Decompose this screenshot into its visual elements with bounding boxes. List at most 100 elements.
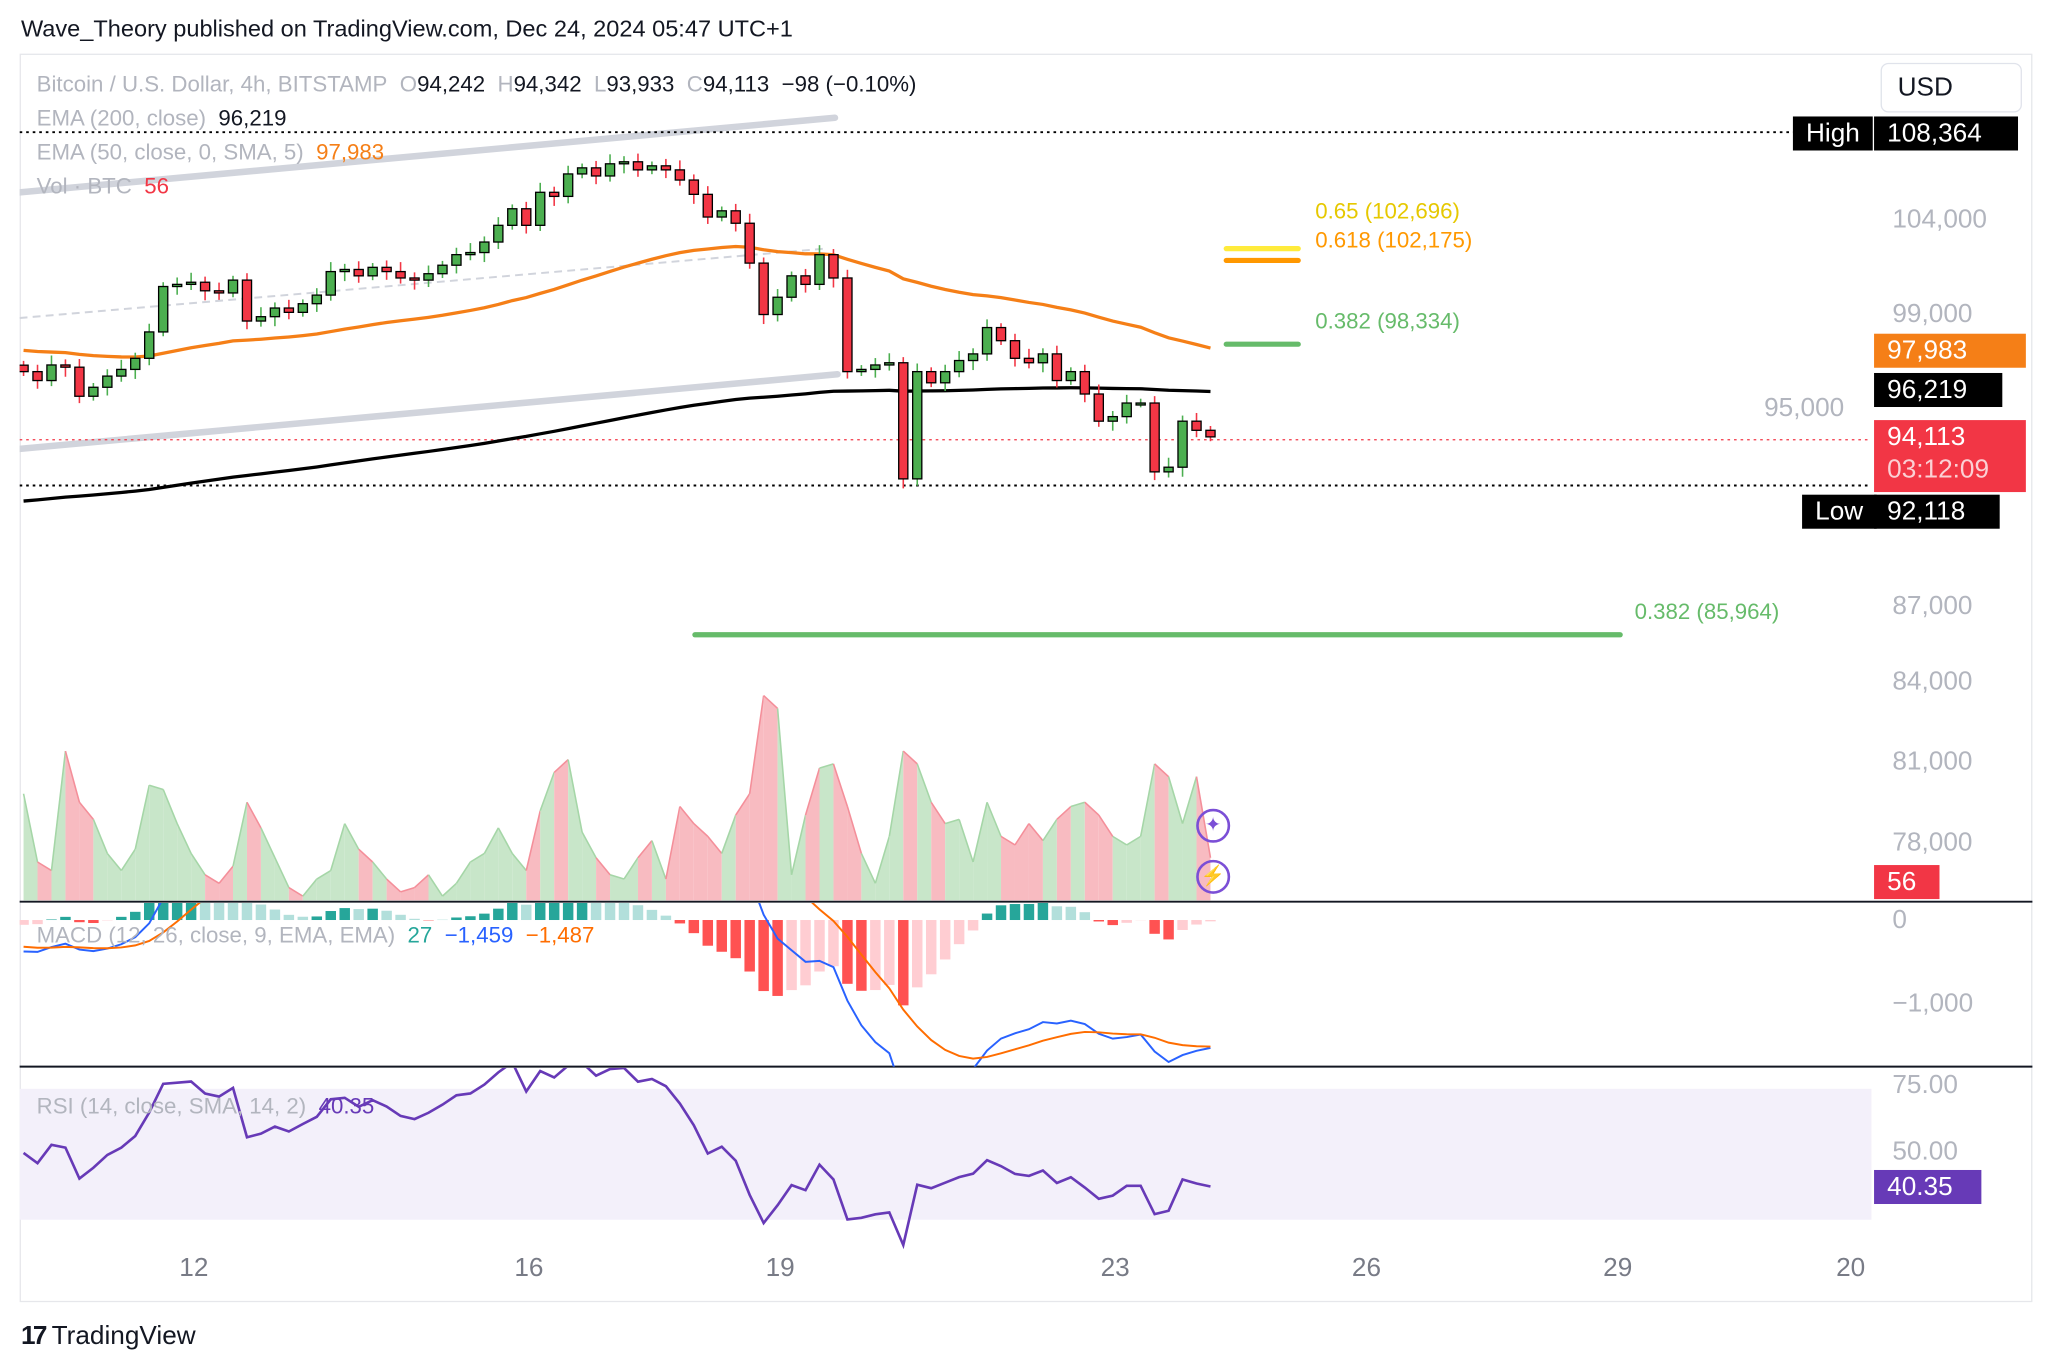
- volume-area-segment: [135, 785, 150, 901]
- candle-body: [88, 386, 99, 397]
- candle-body: [981, 326, 993, 355]
- rsi-tick: 50.00: [1892, 1137, 1958, 1167]
- symbol-legend[interactable]: Bitcoin / U.S. Dollar, 4h, BITSTAMP O94,…: [37, 72, 917, 98]
- volume-line-segment: [707, 835, 723, 854]
- candle-body: [409, 277, 420, 281]
- candle-body: [534, 191, 546, 226]
- volume-line-segment: [623, 857, 639, 880]
- candle-body: [46, 364, 57, 382]
- volume-line-segment: [609, 874, 625, 880]
- volume-area-segment: [316, 870, 331, 901]
- volume-line-segment: [1126, 835, 1142, 846]
- high-tag-label: High: [1792, 116, 1873, 151]
- volume-line-segment: [149, 784, 164, 791]
- price-tick: 78,000: [1892, 828, 1973, 858]
- volume-area-segment: [1140, 763, 1155, 901]
- volume-line-segment: [1167, 776, 1184, 824]
- volume-line-segment: [567, 759, 583, 833]
- volume-area-segment: [1001, 836, 1015, 901]
- macd-histogram-bar: [702, 920, 714, 946]
- ema50-price-tag: 97,983: [1874, 333, 2026, 368]
- volume-line-segment: [190, 853, 206, 876]
- volume-area-segment: [721, 815, 736, 901]
- channel-upper-line[interactable]: [19, 114, 839, 196]
- fib-0382-label: 0.382 (98,334): [1315, 308, 1460, 334]
- time-tick: 16: [514, 1253, 544, 1283]
- last-price: 94,113: [1887, 422, 1966, 452]
- macd-histogram-bar: [213, 903, 225, 921]
- macd-histogram-bar: [660, 915, 672, 921]
- macd-histogram-bar: [493, 908, 504, 921]
- candle-body: [479, 241, 490, 254]
- ema200-legend[interactable]: EMA (200, close) 96,219: [37, 106, 287, 132]
- candle-body: [1163, 466, 1174, 473]
- macd-histogram-bar: [74, 920, 85, 923]
- ema50-label: EMA (50, close, 0, SMA, 5): [36, 140, 304, 165]
- volume-line-segment: [776, 708, 793, 875]
- macd-histogram-bar: [241, 903, 253, 921]
- volume-line-segment: [916, 763, 932, 803]
- volume-area-segment: [903, 751, 918, 901]
- candle-body: [339, 268, 350, 273]
- candle-body: [269, 307, 281, 318]
- volume-line-segment: [316, 869, 332, 880]
- volume-line-segment: [483, 827, 500, 854]
- candle-body: [939, 370, 951, 384]
- volume-line-segment: [846, 806, 863, 854]
- ema50-line[interactable]: [23, 244, 1211, 359]
- candle-body: [395, 270, 406, 279]
- ema50-legend[interactable]: EMA (50, close, 0, SMA, 5) 97,983: [37, 140, 385, 166]
- volume-line-segment: [1139, 763, 1156, 837]
- macd-histogram-bar: [1037, 903, 1049, 921]
- volume-line-segment: [735, 793, 751, 816]
- volume-legend[interactable]: Vol · BTC 56: [37, 174, 169, 200]
- candle-body: [870, 364, 881, 371]
- candle-body: [451, 253, 462, 266]
- bar-countdown: 03:12:09: [1887, 455, 1990, 485]
- volume-area-segment: [861, 853, 876, 901]
- time-tick: 12: [179, 1253, 209, 1283]
- volume-area-segment: [554, 759, 569, 901]
- tradingview-logo[interactable]: 17 TradingView: [21, 1322, 196, 1352]
- lightning-icon[interactable]: ⚡: [1196, 859, 1231, 894]
- candle-body: [660, 165, 672, 171]
- macd-histogram-bar: [409, 918, 420, 921]
- volume-line-segment: [1181, 776, 1198, 824]
- candle-body: [255, 316, 267, 322]
- candle-body: [213, 290, 225, 294]
- channel-mid-line[interactable]: [19, 247, 825, 319]
- tradingview-brand: TradingView: [51, 1321, 196, 1351]
- volume-line-segment: [302, 878, 318, 897]
- macd-legend[interactable]: MACD (12, 26, close, 9, EMA, EMA) 27 −1,…: [37, 923, 595, 949]
- ema200-value: 96,219: [218, 106, 287, 131]
- sparkle-icon[interactable]: ✦: [1196, 808, 1231, 843]
- volume-line-segment: [497, 827, 513, 854]
- macd-histogram-bar: [283, 914, 295, 921]
- macd-hist-value: 27: [407, 922, 433, 948]
- ema200-price-tag: 96,219: [1874, 372, 2003, 408]
- candle-body: [1205, 429, 1216, 438]
- volume-area-segment: [1126, 836, 1141, 901]
- volume-area-segment: [1084, 802, 1099, 901]
- low-tag-label: Low: [1802, 494, 1877, 529]
- volume-area-segment: [526, 810, 541, 901]
- volume-area-segment: [582, 832, 597, 901]
- rsi-value: 40.35: [318, 1094, 375, 1119]
- channel-lower-line[interactable]: [19, 371, 841, 453]
- currency-button[interactable]: USD: [1880, 62, 2022, 113]
- macd-histogram-bar: [19, 920, 29, 925]
- candle-body: [465, 251, 476, 256]
- macd-histogram-bar: [646, 909, 658, 921]
- macd-histogram-bar: [939, 920, 951, 960]
- macd-histogram-bar: [604, 903, 616, 921]
- candle-body: [185, 281, 197, 286]
- rsi-legend[interactable]: RSI (14, close, SMA, 14, 2) 40.35: [37, 1094, 375, 1120]
- high-value: 94,342: [513, 71, 582, 97]
- volume-line-segment: [972, 802, 988, 863]
- ema200-line[interactable]: [23, 386, 1211, 503]
- volume-area-segment: [65, 751, 80, 901]
- volume-area-segment: [805, 768, 820, 901]
- volume-line-segment: [986, 801, 1002, 837]
